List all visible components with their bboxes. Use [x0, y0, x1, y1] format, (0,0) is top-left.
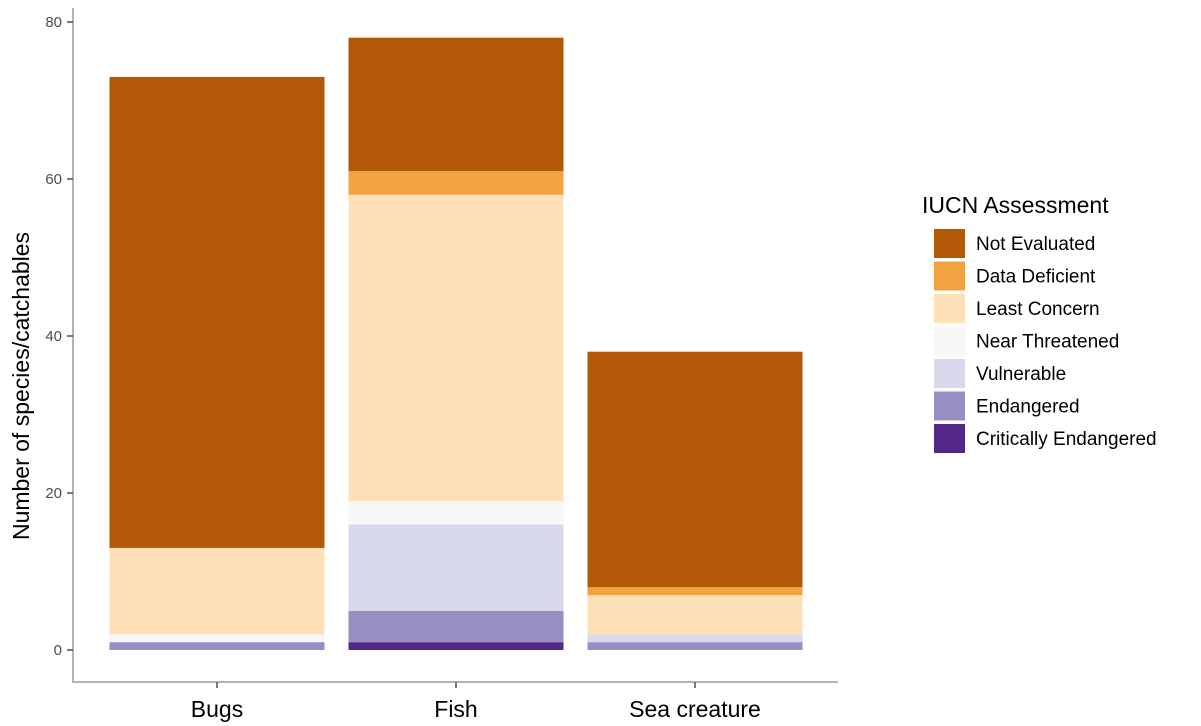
legend-label: Data Deficient	[976, 267, 1096, 288]
x-tick-label: Fish	[434, 696, 477, 722]
y-tick-label: 0	[54, 642, 62, 659]
bar-segment	[587, 634, 803, 643]
legend-swatch	[934, 294, 965, 323]
bar-segment	[348, 642, 564, 650]
x-tick-label: Sea creature	[629, 696, 761, 722]
legend-label: Least Concern	[976, 299, 1100, 320]
bar-segment	[109, 634, 325, 643]
bar-segment	[348, 524, 564, 611]
bar-segment	[587, 587, 803, 596]
legend-title: IUCN Assessment	[922, 192, 1109, 218]
legend-swatch	[934, 229, 965, 258]
legend: IUCN Assessment Not Evaluated Data Defici…	[922, 192, 1157, 453]
y-tick-label: 20	[45, 485, 62, 502]
bar-segment	[348, 37, 564, 172]
legend-label: Critically Endangered	[976, 429, 1157, 450]
bars-layer	[109, 37, 803, 650]
bar-segment	[109, 642, 325, 650]
bar-segment	[348, 194, 564, 501]
bar-segment	[348, 610, 564, 643]
legend-label: Near Threatened	[976, 332, 1119, 353]
bar-segment	[348, 500, 564, 525]
bar-segment	[109, 547, 325, 635]
y-tick-label: 60	[45, 171, 62, 188]
legend-swatch	[934, 326, 965, 356]
legend-swatch	[934, 391, 965, 421]
legend-swatch	[934, 424, 965, 453]
y-axis-title: Number of species/catchables	[8, 232, 34, 540]
bar-segment	[587, 351, 803, 588]
bar-segment	[587, 595, 803, 635]
bar-segment	[348, 171, 564, 195]
legend-swatch	[934, 359, 965, 388]
y-tick-label: 80	[45, 14, 62, 31]
x-ticks: Bugs Fish Sea creature	[191, 682, 761, 722]
y-ticks: 0 20 40 60 80	[45, 14, 73, 659]
bar-segment	[109, 76, 325, 548]
legend-swatch	[934, 261, 965, 291]
bar-segment	[587, 642, 803, 650]
legend-label: Vulnerable	[976, 364, 1066, 385]
axes	[72, 8, 838, 683]
y-tick-label: 40	[45, 328, 62, 345]
legend-label: Endangered	[976, 397, 1080, 418]
x-tick-label: Bugs	[191, 696, 243, 722]
legend-label: Not Evaluated	[976, 234, 1095, 255]
legend-items: Not Evaluated Data Deficient Least Concern…	[934, 229, 1157, 453]
